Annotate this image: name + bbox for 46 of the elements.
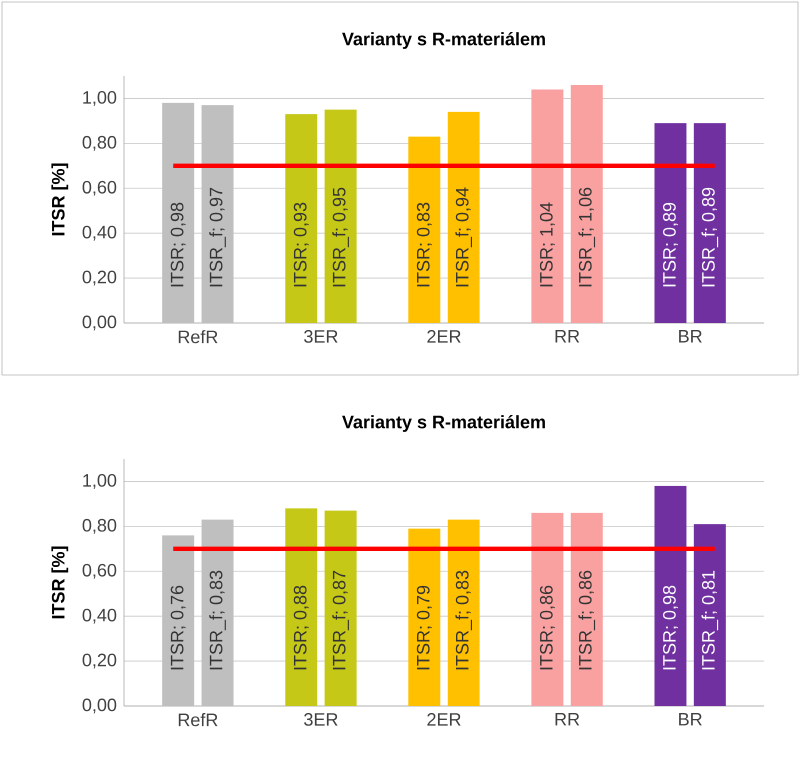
data-label: ITSR_f; 0,87	[332, 570, 349, 670]
x-tick-label: BR	[679, 713, 702, 726]
data-label: ITSR; 1,04	[540, 202, 555, 286]
x-tick-label: 3ER	[304, 330, 338, 343]
y-tick-label: 0,60	[82, 180, 116, 196]
y-tick-label: 1,00	[83, 91, 116, 106]
y-tick-label: 0,40	[82, 608, 116, 624]
x-tick-label: RR	[556, 330, 580, 342]
y-tick-label: 0,60	[82, 564, 116, 579]
y-tick-label: 0,80	[82, 518, 116, 534]
data-label: ITSR_f; 0,86	[578, 570, 596, 670]
data-label: ITSR_f; 0,94	[455, 188, 472, 286]
x-tick-label: RefR	[178, 713, 218, 726]
x-tick-label: RR	[556, 713, 580, 726]
y-axis-title: ITSR [%]	[51, 546, 68, 618]
data-label: ITSR_f; 0,95	[332, 188, 349, 286]
data-label: ITSR; 0,98	[170, 202, 186, 286]
data-label: ITSR_f; 0,83	[455, 570, 472, 670]
data-label: ITSR_f; 0,97	[209, 188, 226, 286]
y-tick-label: 0,40	[82, 226, 116, 241]
data-label: ITSR; 0,76	[170, 586, 186, 670]
data-label: ITSR_f; 0,89	[702, 188, 718, 286]
data-label: ITSR_f; 1,06	[578, 188, 596, 286]
data-label: ITSR; 0,89	[663, 202, 678, 286]
x-tick-label: 3ER	[304, 713, 338, 726]
data-label: ITSR; 0,93	[294, 202, 309, 286]
x-tick-label: 2ER	[427, 330, 461, 343]
y-tick-label: 0,00	[82, 316, 116, 330]
y-tick-label: 1,00	[83, 474, 116, 489]
y-tick-label: 0,80	[82, 136, 116, 151]
chart-title: Varianty s R-materiálem	[342, 32, 545, 49]
data-label: ITSR; 0,83	[416, 202, 432, 286]
y-tick-label: 0,20	[82, 270, 116, 286]
x-tick-label: BR	[679, 330, 702, 342]
data-label: ITSR; 0,88	[294, 586, 309, 670]
chart-title: Varianty s R-materiálem	[342, 414, 545, 432]
x-tick-label: 2ER	[427, 713, 461, 726]
data-label: ITSR_f; 0,83	[209, 570, 226, 670]
data-label: ITSR; 0,86	[540, 586, 555, 670]
data-label: ITSR; 0,98	[663, 586, 678, 670]
y-tick-label: 0,00	[82, 698, 116, 714]
y-tick-label: 0,20	[82, 654, 116, 668]
data-label: ITSR_f; 0,81	[702, 570, 718, 670]
x-tick-label: RefR	[178, 330, 218, 344]
data-label: ITSR; 0,79	[416, 586, 432, 670]
y-axis-title: ITSR [%]	[51, 164, 68, 236]
